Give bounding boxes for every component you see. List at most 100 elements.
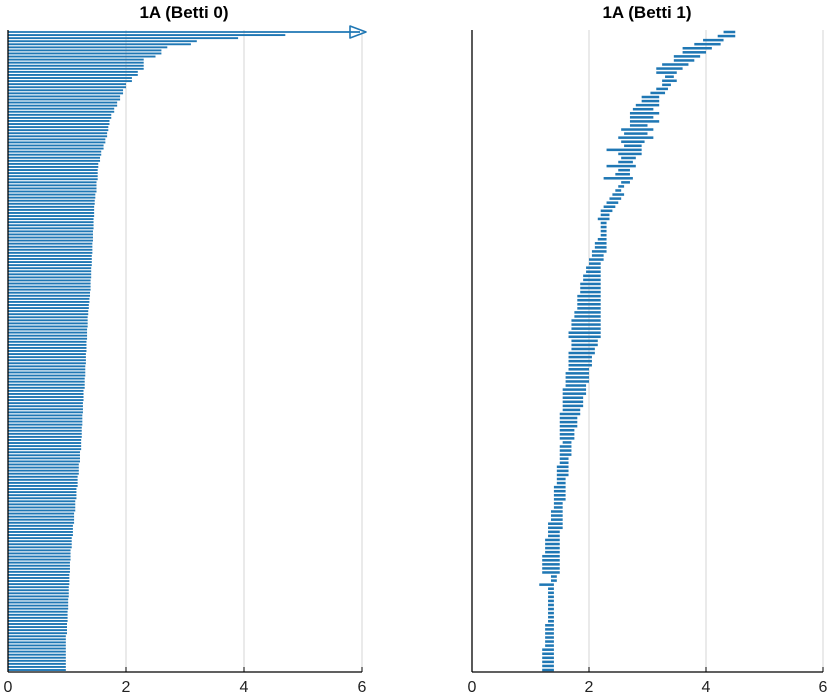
persistence-bar [621, 156, 636, 160]
persistence-bar [8, 184, 97, 187]
persistence-bar [548, 619, 554, 623]
persistence-bar [8, 313, 89, 316]
persistence-bar [562, 404, 584, 408]
persistence-bar [8, 304, 89, 306]
persistence-bar [545, 640, 554, 643]
persistence-bar [577, 298, 601, 302]
persistence-bar [8, 129, 109, 132]
persistence-bar [8, 120, 110, 122]
persistence-bar [8, 55, 156, 58]
persistence-bar [556, 469, 569, 473]
persistence-bar [656, 87, 668, 91]
persistence-bar [8, 147, 104, 150]
persistence-bar [600, 229, 607, 233]
persistence-bar [624, 144, 642, 148]
bars [539, 30, 736, 672]
persistence-bar [542, 652, 554, 656]
chart-title-betti-0: 1A (Betti 0) [139, 3, 228, 22]
persistence-bar [8, 429, 82, 432]
persistence-bar [8, 546, 72, 549]
persistence-bar [8, 414, 83, 417]
persistence-bar [8, 411, 83, 414]
persistence-bar [8, 457, 80, 460]
persistence-bar [8, 543, 72, 546]
persistence-bar [8, 334, 88, 337]
persistence-bar [629, 116, 654, 119]
persistence-bar [8, 202, 95, 205]
persistence-bar [545, 624, 554, 627]
persistence-bar [8, 126, 109, 129]
persistence-bar [8, 273, 92, 276]
persistence-bar [632, 107, 654, 111]
persistence-bar [559, 445, 572, 448]
persistence-bar [8, 159, 101, 162]
persistence-bar [548, 591, 554, 595]
persistence-bar [8, 61, 144, 64]
persistence-bar [568, 335, 601, 339]
persistence-bar [618, 160, 633, 164]
persistence-bar [559, 437, 575, 440]
persistence-bar [609, 197, 622, 200]
persistence-bar [571, 327, 601, 330]
persistence-bar [600, 233, 607, 237]
persistence-bar [8, 478, 78, 481]
persistence-bar [673, 59, 695, 62]
persistence-bar [8, 451, 80, 454]
persistence-bar [8, 300, 90, 303]
persistence-bar [8, 288, 91, 291]
persistence-bar [8, 644, 66, 647]
persistence-bar [8, 665, 66, 668]
chart-title-betti-1: 1A (Betti 1) [602, 3, 691, 22]
persistence-bar [8, 601, 69, 604]
persistence-bar [571, 347, 595, 351]
persistence-bar [8, 497, 77, 500]
persistence-bar [665, 75, 674, 78]
persistence-bar [8, 276, 92, 279]
persistence-bar [559, 453, 572, 456]
persistence-bar [8, 49, 162, 52]
persistence-bar [8, 215, 95, 217]
grid-lines [588, 30, 824, 672]
persistence-bar [597, 237, 607, 241]
persistence-bar [8, 435, 82, 438]
persistence-bar [8, 531, 73, 533]
persistence-bar [8, 141, 106, 144]
persistence-bar [8, 58, 144, 61]
persistence-bar [8, 521, 75, 524]
persistence-bar [8, 371, 86, 374]
persistence-bar [8, 325, 88, 328]
persistence-bar [8, 239, 93, 242]
persistence-bar [8, 356, 86, 359]
persistence-bar [8, 233, 93, 236]
persistence-bar [562, 441, 572, 444]
persistence-bar [8, 558, 71, 561]
persistence-bar [580, 282, 601, 286]
persistence-bar [8, 264, 92, 267]
persistence-bar [8, 77, 132, 79]
persistence-bar [703, 38, 724, 42]
persistence-bar [8, 169, 98, 171]
persistence-bar [8, 89, 124, 92]
persistence-bar [545, 550, 560, 554]
persistence-bar [8, 442, 82, 444]
persistence-bar [548, 607, 554, 611]
persistence-bar [8, 392, 84, 395]
axes [471, 30, 824, 673]
persistence-bar [580, 286, 601, 290]
persistence-bar [8, 503, 76, 506]
persistence-bar [8, 144, 104, 147]
persistence-bar [8, 463, 79, 466]
persistence-bar [562, 388, 587, 391]
persistence-bar [565, 372, 589, 375]
persistence-bar [600, 225, 607, 229]
persistence-bar [577, 294, 601, 298]
persistence-bar [8, 491, 77, 494]
persistence-bar [550, 518, 563, 521]
persistence-bar [600, 213, 610, 217]
persistence-bar [8, 156, 101, 159]
persistence-bar [8, 669, 66, 671]
persistence-bar [8, 561, 70, 564]
persistence-bar [559, 412, 581, 416]
persistence-bar [8, 570, 70, 573]
persistence-bar [542, 554, 560, 558]
